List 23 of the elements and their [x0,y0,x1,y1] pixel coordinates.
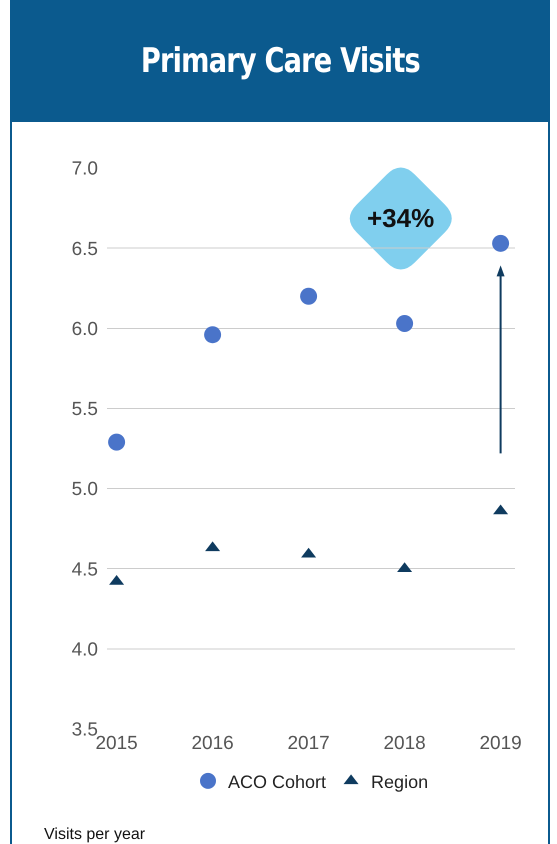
x-tick-label: 2016 [191,733,234,754]
y-tick-label: 4.0 [72,640,98,661]
x-tick-label: 2015 [95,733,138,754]
annotation: +34% [367,203,434,233]
y-tick-label: 6.5 [72,238,98,260]
y-tick-label: 3.5 [72,720,98,741]
x-tick-label: 2019 [479,733,522,754]
point [492,234,510,252]
chart-title: Primary Care Visits [140,41,420,81]
legend-label: Region [371,772,428,792]
legend-label: ACO Cohort [228,772,326,792]
point [204,326,222,344]
point [396,314,414,332]
x-tick-label: 2018 [383,733,426,754]
y-tick-label: 5.0 [72,479,98,500]
y-axis-title: Visits per year [44,826,146,843]
y-tick-label: 7.0 [72,158,98,180]
y-tick-label: 6.0 [72,318,98,340]
y-tick-label: 5.5 [72,399,98,420]
point [300,288,318,305]
point [108,434,126,451]
x-tick-label: 2017 [287,733,330,754]
y-tick-label: 4.5 [72,559,98,580]
